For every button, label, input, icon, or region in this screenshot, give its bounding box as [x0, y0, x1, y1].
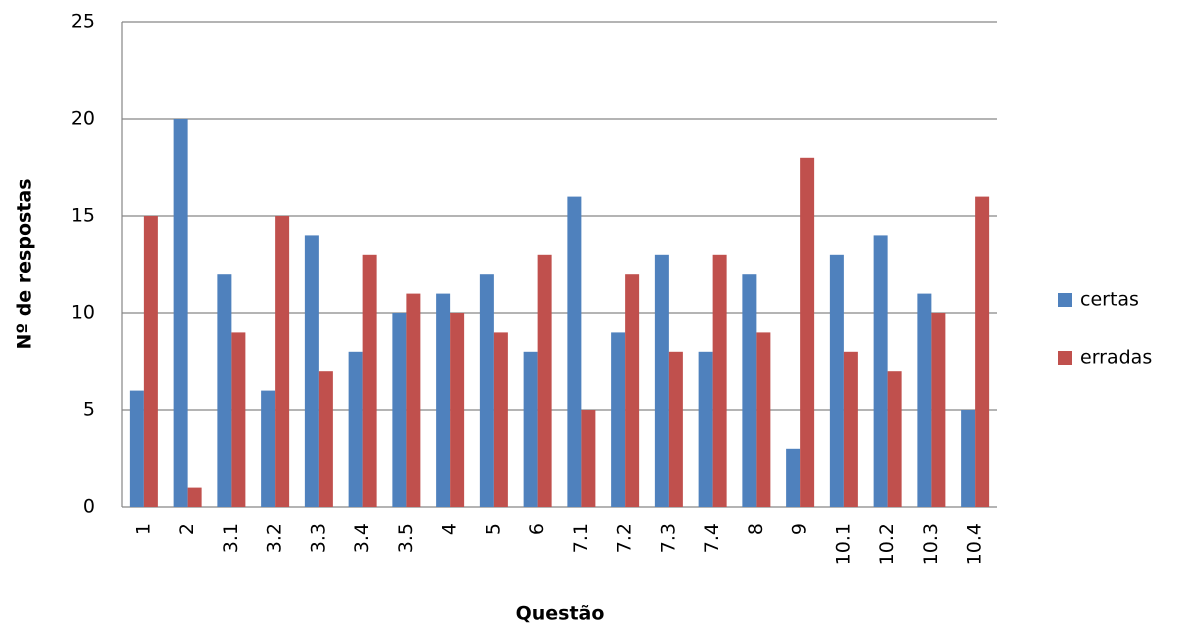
x-tick-label: 3.3 — [307, 523, 329, 553]
bar — [611, 332, 626, 507]
legend-swatch — [1058, 351, 1072, 365]
bar — [917, 293, 932, 507]
bar — [800, 157, 815, 508]
x-tick-label: 3.5 — [395, 523, 417, 553]
bar — [129, 390, 144, 507]
bar — [698, 351, 713, 507]
x-tick-label: 10.1 — [832, 523, 854, 565]
bar — [187, 487, 202, 507]
bar — [668, 351, 683, 507]
bar — [756, 332, 771, 507]
bar — [493, 332, 508, 507]
bar — [581, 410, 596, 507]
x-tick-label: 6 — [526, 523, 548, 535]
legend-label: certas — [1080, 289, 1139, 311]
x-tick-label: 10.3 — [920, 523, 942, 565]
legend-swatch — [1058, 293, 1072, 307]
bar — [479, 274, 494, 507]
x-tick-label: 7.2 — [614, 523, 636, 553]
bar — [304, 235, 319, 507]
x-tick-label: 1 — [132, 523, 154, 535]
y-tick-label: 20 — [71, 108, 95, 130]
bar — [961, 410, 976, 507]
x-tick-label: 2 — [176, 523, 198, 535]
bar — [975, 196, 990, 507]
x-tick-label: 10.2 — [876, 523, 898, 565]
bar — [173, 119, 188, 507]
x-tick-label: 8 — [745, 523, 767, 535]
bar — [231, 332, 246, 507]
y-tick-label: 0 — [83, 496, 95, 518]
y-tick-label: 5 — [83, 399, 95, 421]
x-tick-label: 7.4 — [701, 523, 723, 553]
bar — [887, 371, 902, 507]
x-tick-label: 3.2 — [264, 523, 286, 553]
x-axis-label: Questão — [516, 603, 605, 625]
x-tick-label: 4 — [439, 523, 461, 535]
legend-label: erradas — [1080, 347, 1152, 369]
x-tick-label: 5 — [482, 523, 504, 535]
bar — [362, 254, 377, 507]
x-tick-label: 3.1 — [220, 523, 242, 553]
bar — [217, 274, 232, 507]
x-tick-label: 10.4 — [964, 523, 986, 565]
bar — [318, 371, 333, 507]
bar — [931, 313, 946, 507]
bar — [143, 216, 158, 507]
bar — [523, 351, 538, 507]
bar — [843, 351, 858, 507]
bar — [567, 196, 582, 507]
bar — [873, 235, 888, 507]
bar — [348, 351, 363, 507]
y-tick-label: 25 — [71, 11, 95, 33]
x-tick-label: 7.3 — [657, 523, 679, 553]
bar — [436, 293, 451, 507]
x-tick-label: 7.1 — [570, 523, 592, 553]
x-tick-label: 9 — [789, 523, 811, 535]
bar — [406, 293, 421, 507]
bar — [275, 216, 290, 507]
bar — [742, 274, 757, 507]
bar — [829, 254, 844, 507]
bar — [625, 274, 640, 507]
y-tick-label: 10 — [71, 302, 95, 324]
bar — [261, 390, 276, 507]
y-axis-label: Nº de respostas — [14, 178, 36, 349]
y-tick-label: 15 — [71, 205, 95, 227]
bar — [450, 313, 465, 507]
bar — [786, 448, 801, 507]
bar — [654, 254, 669, 507]
bar — [537, 254, 552, 507]
x-tick-label: 3.4 — [351, 523, 373, 553]
bar — [392, 313, 407, 507]
bar — [712, 254, 727, 507]
